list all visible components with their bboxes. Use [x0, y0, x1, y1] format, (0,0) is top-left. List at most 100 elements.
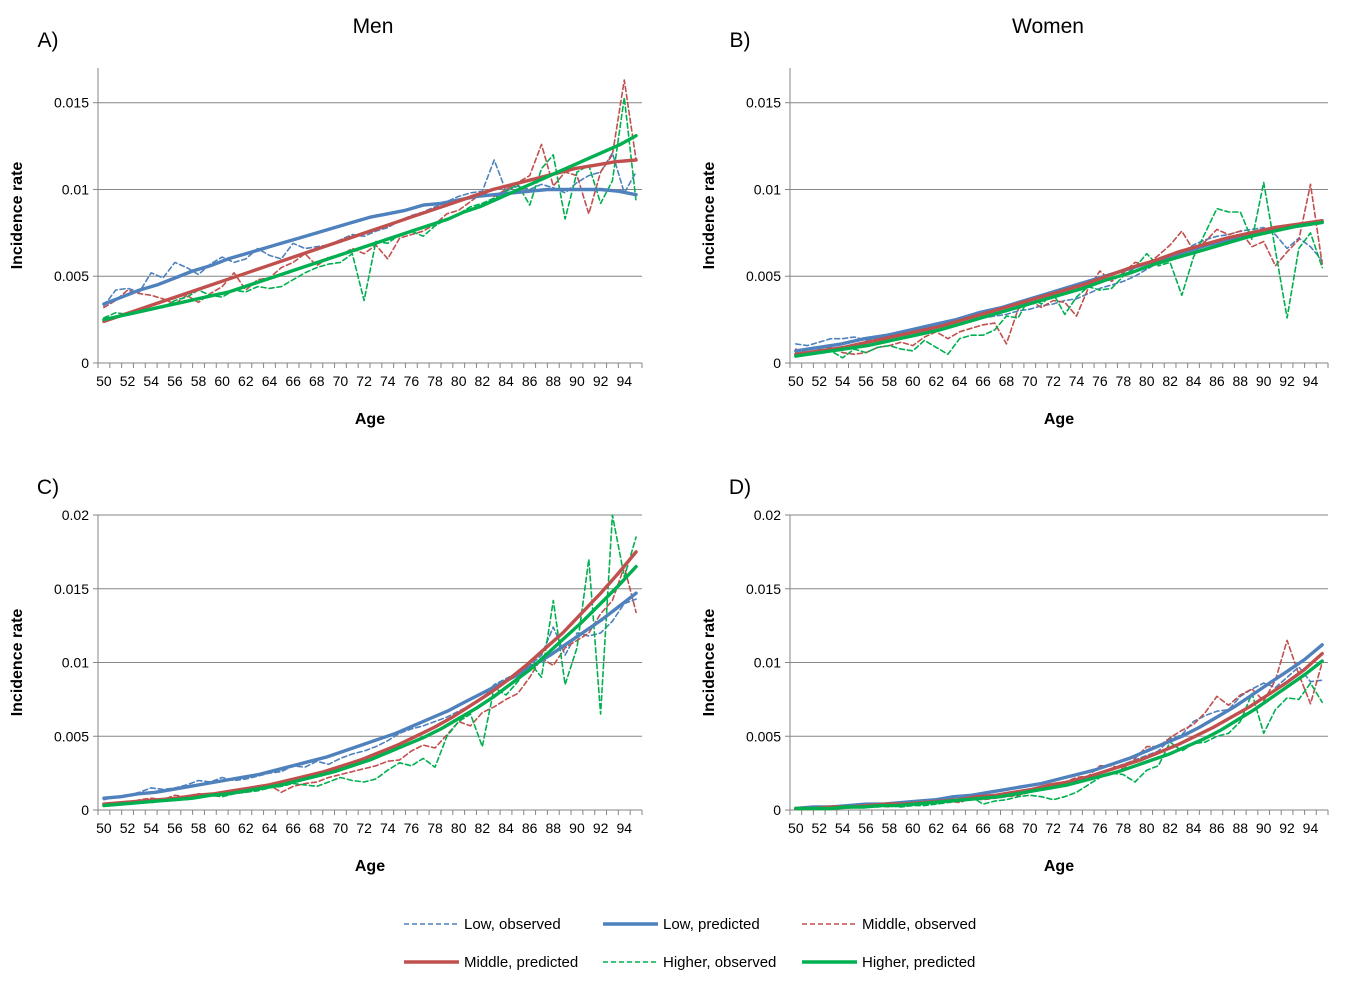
- x-tick-label: 88: [546, 373, 562, 389]
- legend-label: Middle, predicted: [464, 954, 578, 971]
- x-tick-label: 68: [309, 373, 325, 389]
- x-tick-label: 82: [475, 373, 491, 389]
- x-tick-label: 78: [427, 820, 443, 836]
- x-tick-label: 74: [1069, 820, 1085, 836]
- x-tick-label: 92: [593, 373, 609, 389]
- x-tick-label: 66: [285, 373, 301, 389]
- x-tick-label: 66: [975, 820, 991, 836]
- x-tick-label: 90: [569, 373, 585, 389]
- x-tick-label: 62: [238, 820, 254, 836]
- chart-panel-d: D) 0 0.005 0.01 0.015 0.02 50 52 54 56 58 60 62 64 66 6…: [701, 476, 1329, 875]
- x-axis-title: Age: [1044, 858, 1074, 875]
- legend-label: Low, observed: [464, 916, 561, 933]
- x-tick-label: 64: [262, 373, 278, 389]
- x-tick-label: 76: [404, 820, 420, 836]
- series-higher-predicted: [794, 659, 1324, 811]
- x-tick-label: 86: [522, 820, 538, 836]
- y-tick-label: 0.015: [746, 581, 781, 597]
- x-tick-label: 60: [214, 820, 230, 836]
- y-tick-label: 0.005: [746, 728, 781, 744]
- y-tick-label: 0.005: [746, 268, 781, 284]
- x-tick-label: 94: [1303, 820, 1319, 836]
- x-tick-label: 82: [1162, 820, 1178, 836]
- chart-panel-b: B) 0 0.005 0.01 0.015 50 52 54 56 58 60 62 64 66 68 70 7…: [701, 29, 1329, 428]
- series-low-observed: [795, 226, 1323, 347]
- x-tick-label: 74: [380, 373, 396, 389]
- y-tick-label: 0.01: [754, 181, 781, 197]
- y-tick-label: 0: [773, 802, 781, 818]
- x-tick-label: 94: [616, 373, 632, 389]
- x-tick-label: 56: [167, 373, 183, 389]
- x-tick-label: 86: [1209, 820, 1225, 836]
- series-higher-predicted: [102, 134, 638, 322]
- legend-label: Higher, predicted: [862, 954, 975, 971]
- x-tick-label: 72: [356, 373, 372, 389]
- y-tick-label: 0.015: [746, 95, 781, 111]
- y-tick-label: 0: [773, 355, 781, 371]
- x-tick-label: 64: [952, 373, 968, 389]
- x-tick-label: 88: [1232, 820, 1248, 836]
- x-tick-label: 50: [96, 373, 112, 389]
- x-tick-label: 88: [546, 820, 562, 836]
- x-tick-label: 70: [333, 820, 349, 836]
- x-tick-label: 70: [333, 373, 349, 389]
- series-middle-observed: [795, 183, 1323, 356]
- series-higher-observed: [795, 181, 1323, 359]
- x-tick-label: 84: [1186, 820, 1202, 836]
- legend-label: Higher, observed: [663, 954, 776, 971]
- x-tick-label: 82: [475, 820, 491, 836]
- x-tick-label: 94: [616, 820, 632, 836]
- x-tick-label: 54: [143, 373, 159, 389]
- x-tick-label: 50: [788, 820, 804, 836]
- x-tick-label: 70: [1022, 820, 1038, 836]
- x-tick-label: 74: [1069, 373, 1085, 389]
- y-tick-label: 0.005: [54, 268, 89, 284]
- chart-panel-c: C) 0 0.005 0.01 0.015 0.02 50 52 54 56 58 60 62 64 66 6…: [9, 476, 643, 875]
- y-axis-title: Incidence rate: [701, 162, 718, 270]
- series-low-observed: [103, 152, 637, 307]
- x-tick-label: 52: [811, 373, 827, 389]
- x-axis-title: Age: [355, 858, 385, 875]
- y-axis-title: Incidence rate: [701, 609, 718, 717]
- y-axis-title: Incidence rate: [9, 609, 26, 717]
- x-tick-label: 58: [191, 373, 207, 389]
- series-low-predicted: [102, 591, 638, 800]
- legend-item-higher-predicted: Higher, predicted: [802, 954, 975, 971]
- x-tick-label: 52: [120, 820, 136, 836]
- y-tick-label: 0: [81, 802, 89, 818]
- x-tick-label: 90: [1256, 820, 1272, 836]
- x-tick-label: 94: [1303, 373, 1319, 389]
- x-tick-label: 60: [905, 373, 921, 389]
- series-middle-predicted: [794, 219, 1324, 356]
- x-tick-label: 68: [309, 820, 325, 836]
- x-tick-label: 56: [858, 820, 874, 836]
- x-tick-label: 64: [952, 820, 968, 836]
- x-tick-label: 68: [999, 373, 1015, 389]
- series-middle-predicted: [102, 550, 638, 806]
- x-tick-label: 90: [1256, 373, 1272, 389]
- legend-item-middle-predicted: Middle, predicted: [404, 954, 578, 971]
- x-tick-label: 54: [835, 820, 851, 836]
- x-tick-label: 74: [380, 820, 396, 836]
- x-tick-label: 50: [788, 373, 804, 389]
- x-axis-title: Age: [1044, 411, 1074, 428]
- x-tick-label: 66: [285, 820, 301, 836]
- x-tick-label: 58: [882, 820, 898, 836]
- x-tick-label: 62: [928, 820, 944, 836]
- column-title-men: Men: [353, 15, 394, 38]
- x-tick-label: 50: [96, 820, 112, 836]
- legend-item-low-predicted: Low, predicted: [603, 916, 760, 933]
- y-tick-label: 0.02: [62, 507, 89, 523]
- y-tick-label: 0.015: [54, 95, 89, 111]
- series-higher-observed: [103, 96, 637, 319]
- x-tick-label: 80: [451, 820, 467, 836]
- legend-label: Low, predicted: [663, 916, 760, 933]
- x-tick-label: 72: [356, 820, 372, 836]
- x-tick-label: 84: [498, 373, 514, 389]
- series-higher-predicted: [102, 564, 638, 808]
- x-tick-label: 60: [905, 820, 921, 836]
- x-tick-label: 76: [404, 373, 420, 389]
- legend-label: Middle, observed: [862, 916, 976, 933]
- x-tick-label: 80: [451, 373, 467, 389]
- y-tick-label: 0.005: [54, 728, 89, 744]
